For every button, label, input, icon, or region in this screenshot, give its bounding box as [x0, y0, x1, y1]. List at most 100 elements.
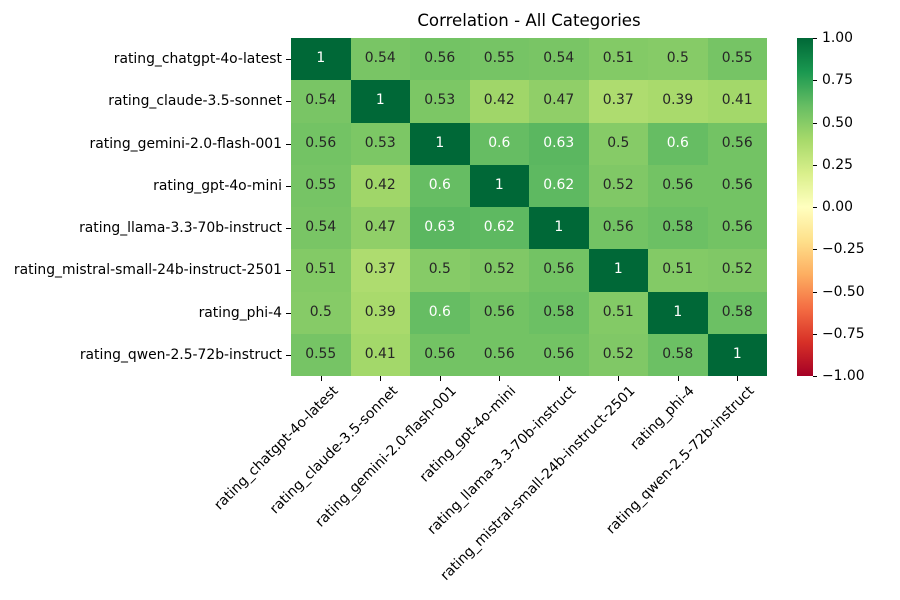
heatmap-cell: 0.5	[588, 122, 648, 165]
y-tick	[286, 228, 291, 229]
colorbar-tick	[813, 123, 817, 124]
heatmap-cell: 0.39	[350, 291, 410, 334]
heatmap-cell: 0.58	[648, 333, 708, 376]
heatmap-cell: 0.51	[291, 249, 351, 292]
colorbar-tick	[813, 165, 817, 166]
heatmap-plot-area: 1 0.54 0.56 0.55 0.54 0.51 0.5 0.55 0.54 1 0.53 0.4…	[291, 38, 767, 376]
heatmap-cell: 0.47	[529, 80, 589, 123]
colorbar-tick-label: −0.25	[822, 241, 865, 258]
heatmap-cell: 0.37	[350, 249, 410, 292]
heatmap-cell: 0.56	[529, 333, 589, 376]
colorbar-tick-label: 1.00	[822, 30, 853, 46]
heatmap-cell: 0.56	[291, 122, 351, 165]
heatmap-cell: 0.55	[291, 333, 351, 376]
colorbar-tick	[813, 376, 817, 377]
colorbar-tick-label: −0.75	[822, 325, 865, 342]
colorbar-tick	[813, 334, 817, 335]
y-tick-label: rating_gemini-2.0-flash-001	[89, 135, 282, 152]
colorbar-tick	[813, 292, 817, 293]
colorbar-tick-label: −0.50	[822, 283, 865, 300]
heatmap-cell: 0.41	[707, 80, 767, 123]
heatmap-cell: 0.58	[529, 291, 589, 334]
heatmap-cell: 0.6	[410, 291, 470, 334]
heatmap-cell: 0.58	[707, 291, 767, 334]
heatmap-cell: 0.56	[707, 122, 767, 165]
x-tick-label: rating_chatgpt-4o-latest	[210, 383, 342, 514]
heatmap-cell: 1	[350, 80, 410, 123]
heatmap-cell: 0.55	[291, 164, 351, 207]
heatmap-cell: 0.6	[469, 122, 529, 165]
x-tick	[380, 376, 381, 381]
heatmap-cell: 0.42	[469, 80, 529, 123]
y-tick	[286, 313, 291, 314]
colorbar-tick-label: 0.25	[822, 156, 853, 173]
y-tick-label: rating_chatgpt-4o-latest	[113, 51, 282, 68]
heatmap-cell: 0.5	[648, 38, 708, 81]
heatmap-cell: 1	[469, 164, 529, 207]
heatmap-cell: 0.52	[588, 333, 648, 376]
heatmap-cell: 0.42	[350, 164, 410, 207]
heatmap-cell: 0.56	[410, 333, 470, 376]
heatmap-cell: 0.5	[291, 291, 351, 334]
heatmap-cell: 0.54	[529, 38, 589, 81]
heatmap-cell: 0.41	[350, 333, 410, 376]
y-tick-label: rating_gpt-4o-mini	[153, 177, 282, 194]
colorbar-gradient	[797, 38, 813, 376]
colorbar-tick-label: −1.00	[822, 368, 865, 384]
heatmap-cell: 0.47	[350, 207, 410, 250]
heatmap-cell: 0.37	[588, 80, 648, 123]
y-tick	[286, 355, 291, 356]
heatmap-cell: 0.52	[469, 249, 529, 292]
heatmap-cell: 0.53	[410, 80, 470, 123]
colorbar-tick	[813, 38, 817, 39]
heatmap-cell: 0.55	[707, 38, 767, 81]
x-tick	[678, 376, 679, 381]
x-tick	[321, 376, 322, 381]
heatmap-cell: 0.63	[410, 207, 470, 250]
x-tick	[499, 376, 500, 381]
y-tick-label: rating_mistral-small-24b-instruct-2501	[13, 262, 282, 279]
heatmap-cell: 1	[291, 38, 351, 81]
heatmap-cell: 0.56	[410, 38, 470, 81]
heatmap-cell: 0.58	[648, 207, 708, 250]
heatmap-cell: 0.54	[291, 80, 351, 123]
heatmap-cell: 0.6	[648, 122, 708, 165]
y-tick	[286, 186, 291, 187]
y-tick-label: rating_qwen-2.5-72b-instruct	[79, 346, 282, 363]
colorbar-tick-label: 0.50	[822, 114, 853, 131]
colorbar-tick	[813, 80, 817, 81]
chart-title: Correlation - All Categories	[417, 11, 641, 30]
heatmap-cell: 0.62	[469, 207, 529, 250]
y-tick-label: rating_llama-3.3-70b-instruct	[79, 220, 282, 237]
y-tick	[286, 59, 291, 60]
x-tick	[737, 376, 738, 381]
colorbar-tick	[813, 207, 817, 208]
y-tick	[286, 270, 291, 271]
x-tick	[618, 376, 619, 381]
heatmap-cell: 0.56	[707, 207, 767, 250]
heatmap-cell: 0.63	[529, 122, 589, 165]
heatmap-cell: 0.39	[648, 80, 708, 123]
y-tick-label: rating_claude-3.5-sonnet	[108, 93, 282, 110]
heatmap-cell: 1	[529, 207, 589, 250]
heatmap-cell: 0.5	[410, 249, 470, 292]
heatmap-cell: 0.54	[291, 207, 351, 250]
heatmap-cell: 0.51	[588, 291, 648, 334]
heatmap-cell: 0.55	[469, 38, 529, 81]
y-tick	[286, 144, 291, 145]
colorbar-tick-label: 0.00	[822, 199, 853, 215]
heatmap-cell: 0.62	[529, 164, 589, 207]
heatmap-cell: 0.56	[469, 333, 529, 376]
y-tick	[286, 101, 291, 102]
heatmap-cell: 0.54	[350, 38, 410, 81]
heatmap-cell: 0.52	[588, 164, 648, 207]
colorbar-tick	[813, 249, 817, 250]
heatmap-cell: 0.56	[648, 164, 708, 207]
heatmap-cell: 0.51	[648, 249, 708, 292]
heatmap-cell: 1	[707, 333, 767, 376]
heatmap-cell: 1	[648, 291, 708, 334]
heatmap-cell: 0.51	[588, 38, 648, 81]
heatmap-cell: 0.56	[707, 164, 767, 207]
colorbar-tick-label: 0.75	[822, 72, 853, 89]
